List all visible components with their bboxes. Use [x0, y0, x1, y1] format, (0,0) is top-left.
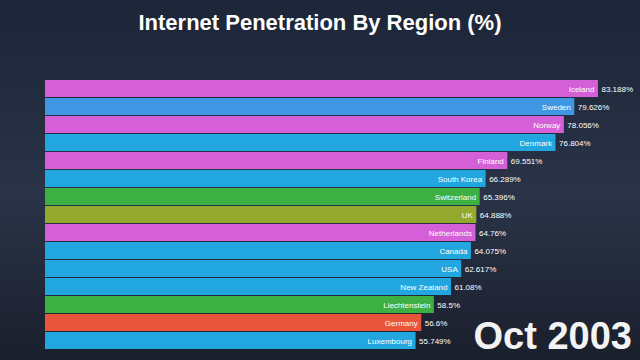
svg-text:Liechtenstein: Liechtenstein [383, 301, 430, 310]
html-text:Internet Penetration By Region: Internet Penetration By Region (%) [138, 10, 502, 35]
svg-text:64.075%: 64.075% [474, 247, 506, 256]
svg-text:58.5%: 58.5% [437, 301, 460, 310]
svg-text:76.804%: 76.804% [559, 139, 591, 148]
html-text:Oct 2003: Oct 2003 [473, 315, 632, 357]
svg-text:New Zealand: New Zealand [400, 283, 447, 292]
svg-text:Switzerland: Switzerland [435, 193, 476, 202]
svg-text:65.396%: 65.396% [483, 193, 515, 202]
svg-text:South Korea: South Korea [438, 175, 483, 184]
svg-text:69.551%: 69.551% [511, 157, 543, 166]
svg-text:64.76%: 64.76% [479, 229, 506, 238]
svg-text:Netherlands: Netherlands [429, 229, 472, 238]
svg-text:Canada: Canada [439, 247, 468, 256]
svg-text:USA: USA [441, 265, 458, 274]
svg-text:79.626%: 79.626% [578, 103, 610, 112]
svg-text:Germany: Germany [385, 319, 418, 328]
svg-text:Iceland: Iceland [569, 85, 595, 94]
svg-text:Luxembourg: Luxembourg [368, 337, 412, 346]
svg-text:UK: UK [462, 211, 474, 220]
svg-text:Sweden: Sweden [542, 103, 571, 112]
svg-text:55.749%: 55.749% [419, 337, 451, 346]
svg-text:83.188%: 83.188% [601, 85, 633, 94]
svg-text:78.056%: 78.056% [567, 121, 599, 130]
svg-text:64.888%: 64.888% [480, 211, 512, 220]
svg-text:66.289%: 66.289% [489, 175, 521, 184]
svg-text:Denmark: Denmark [520, 139, 553, 148]
svg-text:62.617%: 62.617% [465, 265, 497, 274]
svg-text:Finland: Finland [478, 157, 504, 166]
svg-text:61.08%: 61.08% [455, 283, 482, 292]
svg-text:56.6%: 56.6% [425, 319, 448, 328]
svg-text:Norway: Norway [533, 121, 560, 130]
